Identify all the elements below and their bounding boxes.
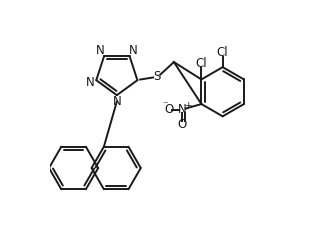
- Text: N: N: [86, 76, 95, 89]
- Text: Cl: Cl: [196, 57, 207, 71]
- Text: N: N: [96, 44, 105, 57]
- Text: ⁻: ⁻: [163, 100, 168, 110]
- Text: N: N: [129, 44, 138, 57]
- Text: O: O: [164, 103, 173, 116]
- Text: N: N: [112, 95, 121, 108]
- Text: O: O: [178, 118, 187, 131]
- Text: S: S: [153, 70, 161, 83]
- Text: +: +: [184, 101, 191, 110]
- Text: N: N: [178, 103, 186, 116]
- Text: Cl: Cl: [217, 46, 229, 59]
